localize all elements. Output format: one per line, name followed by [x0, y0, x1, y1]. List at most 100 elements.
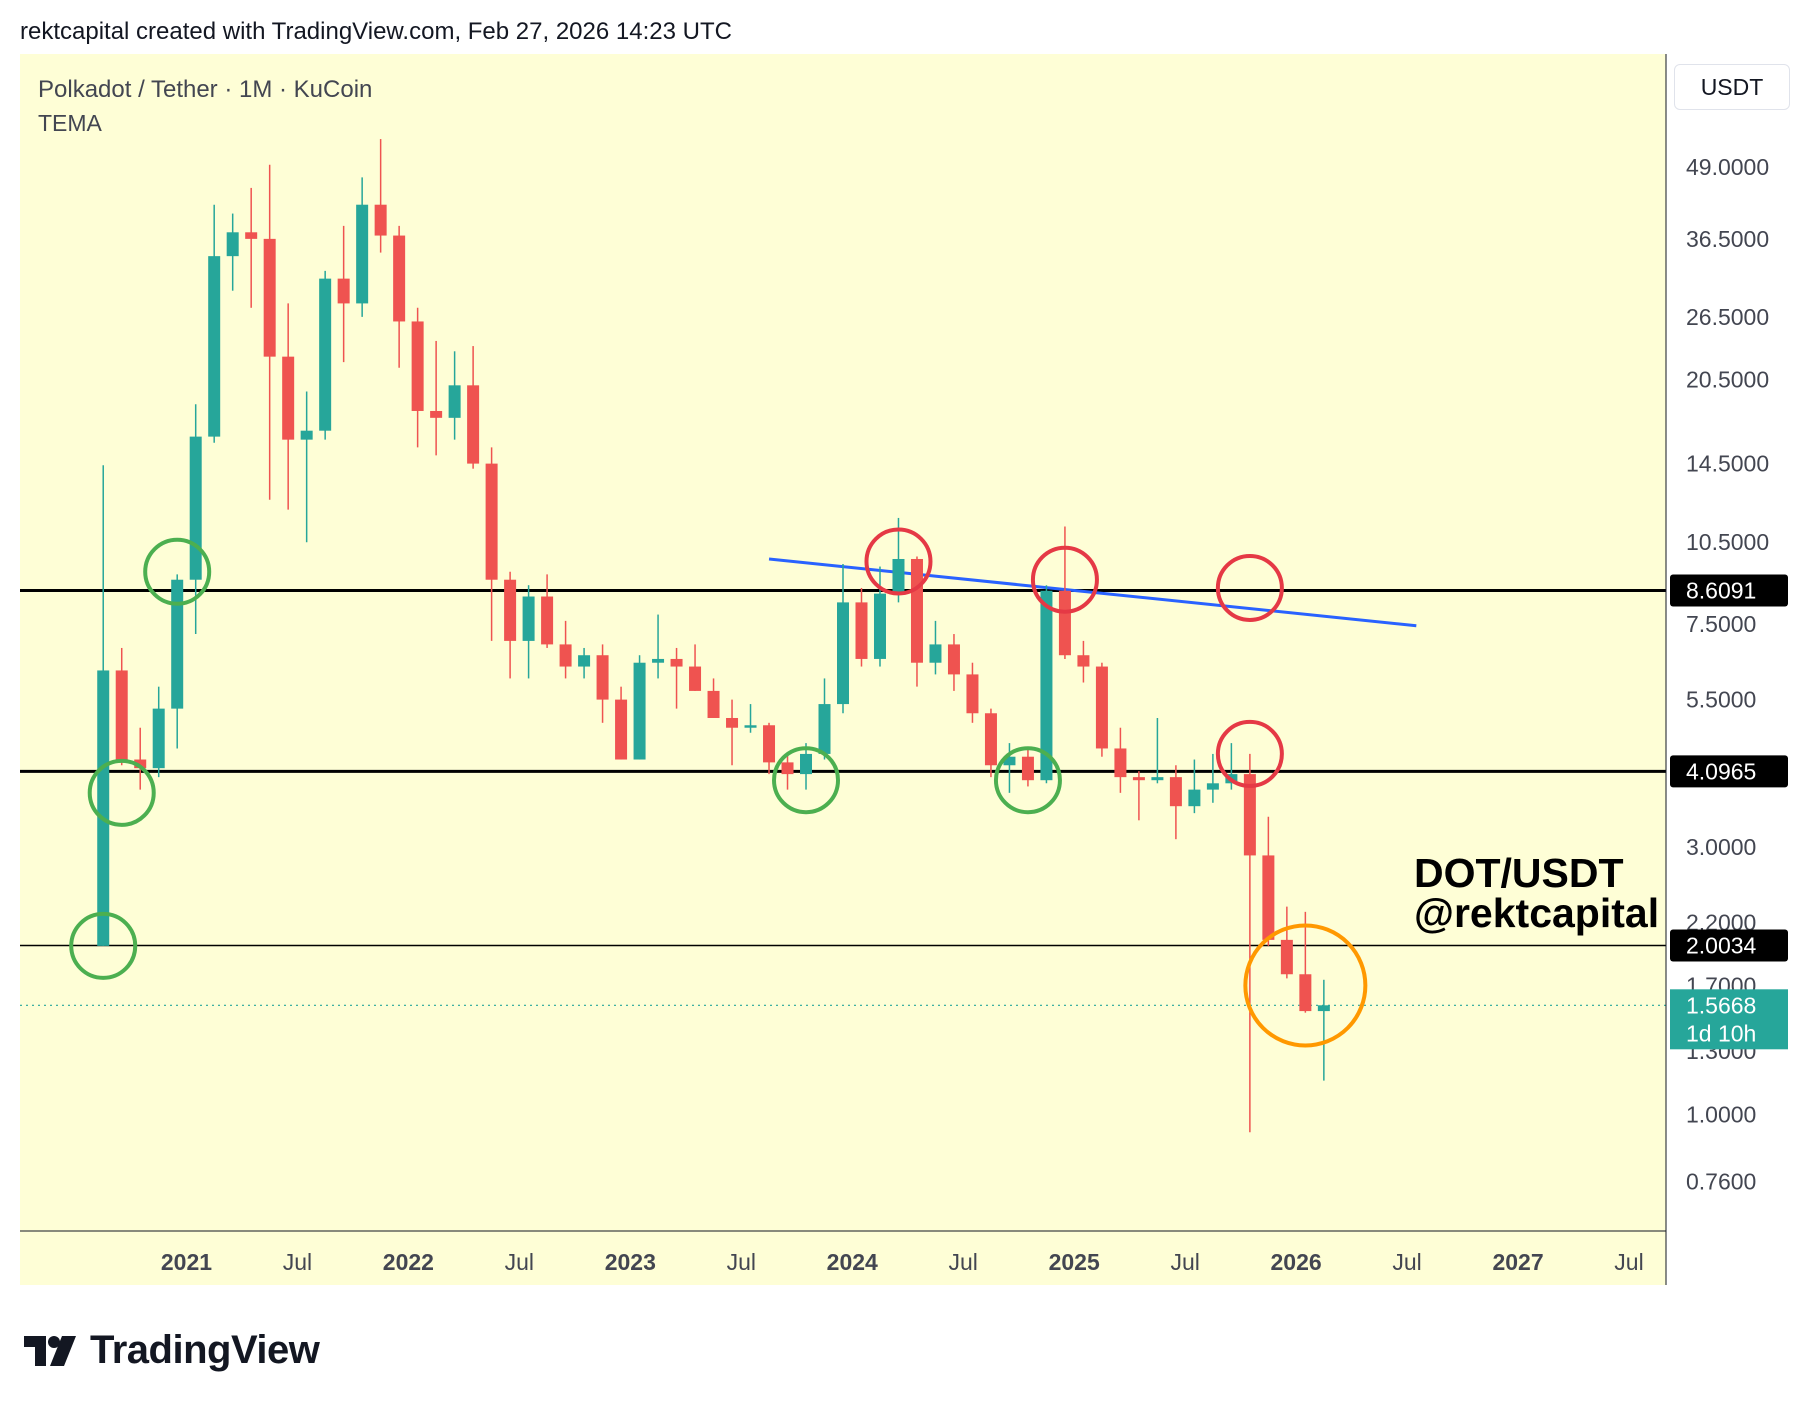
candle[interactable] — [1299, 911, 1312, 1013]
currency-button[interactable]: USDT — [1674, 64, 1790, 110]
candle-body — [1188, 789, 1201, 807]
candle-body — [1280, 939, 1293, 975]
level-label-text: 2.0034 — [1686, 932, 1757, 958]
candle[interactable] — [522, 585, 535, 679]
candle[interactable] — [892, 517, 905, 603]
candle[interactable] — [485, 447, 498, 641]
level-price-label[interactable]: 4.0965 — [1670, 755, 1788, 788]
candle[interactable] — [171, 574, 184, 749]
candle[interactable] — [1021, 748, 1034, 787]
candle[interactable] — [689, 644, 702, 691]
annotation-circle-green[interactable] — [993, 746, 1062, 815]
candle[interactable] — [319, 270, 332, 440]
candle[interactable] — [1280, 906, 1293, 979]
annotation-circle-green[interactable] — [69, 911, 138, 980]
candle[interactable] — [707, 678, 720, 718]
candle[interactable] — [393, 225, 406, 368]
candle[interactable] — [97, 465, 110, 946]
annotation-circle-green[interactable] — [772, 746, 841, 815]
candle[interactable] — [430, 340, 443, 456]
candle[interactable] — [800, 743, 813, 790]
annotation-circle-green[interactable] — [87, 758, 156, 827]
candle[interactable] — [504, 571, 517, 679]
candle[interactable] — [1077, 640, 1090, 683]
indicator-label[interactable]: TEMA — [38, 110, 102, 136]
candle[interactable] — [873, 566, 886, 667]
candle[interactable] — [818, 678, 831, 760]
candle[interactable] — [1040, 585, 1053, 784]
candle[interactable] — [1317, 979, 1330, 1081]
candle[interactable] — [615, 686, 628, 760]
candle[interactable] — [134, 727, 147, 790]
candle[interactable] — [356, 177, 369, 317]
candle[interactable] — [929, 620, 942, 675]
y-tick-label: 26.5000 — [1686, 304, 1769, 330]
y-tick-label: 0.7600 — [1686, 1168, 1756, 1194]
candle[interactable] — [1169, 765, 1182, 840]
candle[interactable] — [1243, 753, 1256, 1133]
candle[interactable] — [337, 225, 350, 363]
candle[interactable] — [263, 164, 276, 500]
candle[interactable] — [541, 574, 554, 648]
candle[interactable] — [652, 614, 665, 679]
candle[interactable] — [578, 647, 591, 679]
candle-body — [245, 232, 258, 239]
level-price-label[interactable]: 8.6091 — [1670, 574, 1788, 607]
watermark-handle: @rektcapital — [1414, 890, 1659, 936]
x-tick-label: Jul — [1614, 1249, 1643, 1275]
candle[interactable] — [596, 644, 609, 723]
candle[interactable] — [744, 704, 757, 733]
candle[interactable] — [1206, 753, 1219, 803]
candle-body — [1299, 974, 1312, 1012]
candle[interactable] — [115, 647, 128, 766]
candle[interactable] — [726, 699, 739, 766]
candle[interactable] — [837, 564, 849, 714]
annotation-circle-red[interactable] — [1215, 719, 1284, 788]
candle[interactable] — [1095, 662, 1108, 757]
candle[interactable] — [411, 307, 424, 448]
candle[interactable] — [984, 708, 997, 778]
candle[interactable] — [226, 213, 239, 291]
candle[interactable] — [448, 351, 461, 440]
annotation-circle-red[interactable] — [1215, 553, 1284, 622]
candle[interactable] — [1151, 717, 1164, 784]
candle-body — [1114, 748, 1127, 778]
candle[interactable] — [910, 556, 923, 687]
candle[interactable] — [1003, 743, 1016, 793]
tradingview-brand[interactable]: TradingView — [24, 1328, 320, 1373]
candle[interactable] — [1132, 771, 1145, 821]
candle[interactable] — [1262, 816, 1275, 946]
candle[interactable] — [670, 647, 683, 709]
candle[interactable] — [467, 346, 480, 469]
candle-body — [97, 670, 110, 946]
candle-body — [430, 410, 443, 418]
annotation-circle-orange[interactable] — [1243, 923, 1368, 1048]
candle[interactable] — [208, 204, 221, 443]
candle[interactable] — [1114, 727, 1127, 793]
candle[interactable] — [374, 139, 387, 253]
level-price-label[interactable]: 2.0034 — [1670, 929, 1788, 962]
y-tick-label: 20.5000 — [1686, 366, 1769, 392]
annotation-circle-red[interactable] — [864, 527, 933, 596]
candle[interactable] — [966, 662, 979, 723]
candle[interactable] — [855, 587, 868, 667]
candle[interactable] — [152, 686, 165, 778]
candle[interactable] — [781, 753, 794, 790]
annotation-circle-green[interactable] — [143, 537, 212, 606]
candle[interactable] — [947, 634, 960, 691]
candle-body — [1262, 855, 1275, 940]
candle[interactable] — [1188, 759, 1201, 814]
level-label-bg — [1670, 929, 1788, 962]
watermark-pair: DOT/USDT — [1414, 850, 1624, 896]
candle[interactable] — [559, 620, 572, 679]
candle[interactable] — [763, 722, 776, 775]
annotation-circle-red[interactable] — [1030, 545, 1099, 614]
symbol-title[interactable]: Polkadot / Tether · 1M · KuCoin — [38, 76, 373, 103]
candle[interactable] — [245, 187, 258, 308]
candle[interactable] — [282, 303, 295, 510]
candle[interactable] — [300, 391, 313, 543]
candle[interactable] — [633, 655, 646, 760]
level-label-text: 4.0965 — [1686, 758, 1756, 784]
